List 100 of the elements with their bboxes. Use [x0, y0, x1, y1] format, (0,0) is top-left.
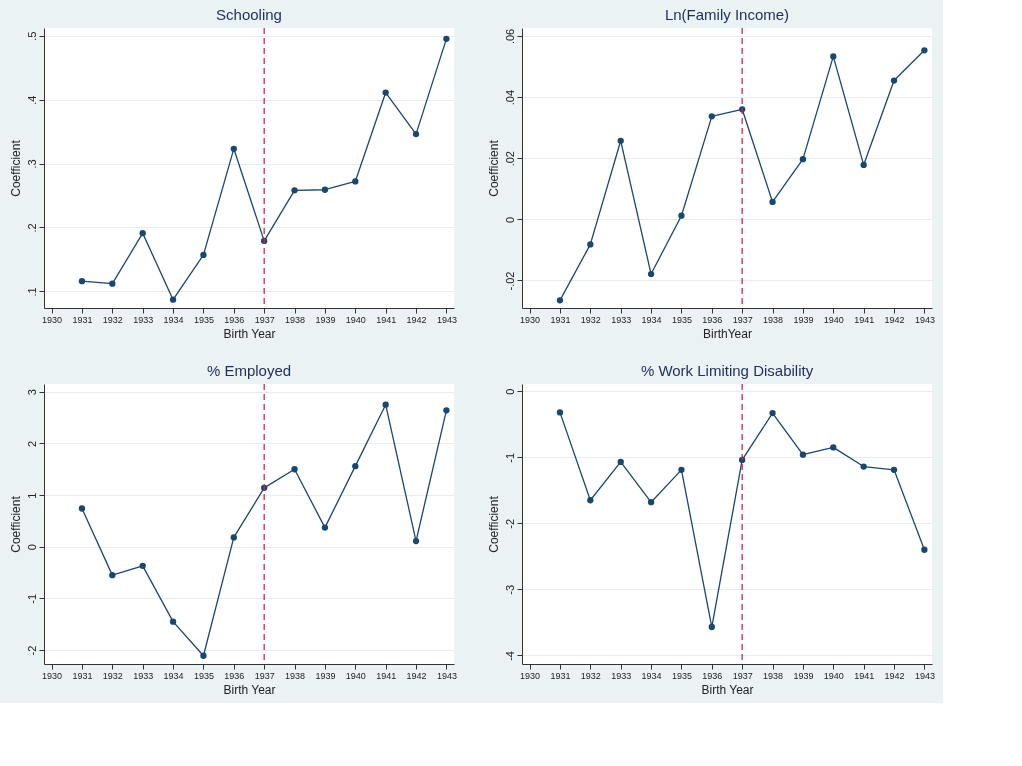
point	[200, 652, 207, 659]
point	[860, 463, 867, 470]
point	[443, 407, 450, 414]
point	[200, 251, 207, 259]
x-tick-label: 1939	[315, 670, 336, 681]
x-tick-label: 1931	[72, 670, 93, 681]
x-tick-label: 1934	[163, 314, 184, 325]
x-tick-label: 1940	[345, 670, 366, 681]
x-tick-label: 1938	[285, 314, 306, 325]
x-axis-title: Birth Year	[223, 326, 276, 341]
x-tick-label: 1938	[285, 670, 306, 681]
point	[587, 241, 594, 248]
x-tick-label: 1930	[42, 314, 63, 325]
point	[139, 230, 146, 237]
point	[890, 466, 898, 473]
point	[78, 277, 86, 285]
x-tick-label: 1940	[345, 314, 366, 325]
y-axis-title: Coefficient	[486, 495, 501, 553]
y-tick-label: 0	[25, 544, 38, 551]
point	[352, 462, 359, 470]
x-tick-label: 1931	[550, 314, 571, 325]
x-tick-label: 1935	[193, 314, 214, 325]
x-tick-label: 1933	[133, 314, 154, 325]
y-tick-label: .3	[25, 159, 38, 169]
x-tick-label: 1933	[133, 670, 154, 681]
point	[587, 497, 594, 504]
x-tick-label: 1942	[406, 314, 427, 325]
point	[382, 89, 389, 96]
y-axis-title: Coefficient	[8, 139, 23, 197]
x-tick-label: 1936	[224, 314, 245, 325]
x-tick-label: 1943	[436, 670, 457, 681]
y-tick-label: 3	[25, 389, 38, 396]
x-tick-label: 1935	[671, 314, 692, 325]
point	[109, 571, 116, 579]
x-tick-label: 1938	[763, 314, 784, 325]
point	[230, 145, 237, 152]
point	[860, 161, 867, 169]
x-tick-label: 1935	[193, 670, 214, 681]
y-tick-label: -1	[503, 452, 516, 463]
x-tick-label: 1942	[884, 314, 905, 325]
point	[139, 562, 146, 569]
y-tick-label: -1	[25, 594, 38, 604]
point	[109, 280, 116, 287]
y-tick-label: 1	[25, 492, 38, 499]
y-tick-label: 0	[503, 216, 516, 223]
x-axis-title: Birth Year	[223, 682, 276, 697]
point	[678, 466, 685, 473]
x-axis-title: BirthYear	[703, 326, 752, 341]
x-tick-label: 1942	[884, 670, 905, 681]
point	[647, 270, 655, 278]
point	[169, 618, 177, 625]
y-tick-label: -2	[25, 645, 38, 656]
y-tick-label: .2	[25, 223, 38, 233]
x-tick-label: 1941	[854, 670, 875, 681]
y-tick-label: .5	[25, 31, 38, 41]
x-tick-label: 1937	[254, 670, 275, 681]
x-tick-label: 1933	[611, 670, 632, 681]
point	[352, 178, 359, 185]
point	[921, 47, 928, 54]
x-tick-label: 1937	[732, 670, 753, 681]
x-tick-label: 1930	[520, 314, 541, 325]
y-tick-label: -2	[503, 518, 516, 529]
x-tick-label: 1935	[671, 670, 692, 681]
point	[708, 113, 715, 120]
x-tick-label: 1943	[436, 314, 457, 325]
point	[769, 409, 776, 417]
x-tick-label: 1932	[580, 670, 601, 681]
point	[78, 505, 86, 512]
point	[382, 401, 389, 408]
point	[291, 466, 298, 473]
point	[708, 623, 715, 631]
x-tick-label: 1936	[224, 670, 245, 681]
x-tick-label: 1937	[732, 314, 753, 325]
point	[830, 444, 837, 451]
point	[230, 534, 237, 541]
point	[769, 198, 776, 206]
chart-title: % Employed	[206, 362, 292, 380]
y-tick-label: .4	[25, 95, 38, 105]
x-tick-label: 1930	[42, 670, 63, 681]
x-tick-label: 1939	[315, 314, 336, 325]
y-tick-label: -4	[503, 651, 516, 661]
point	[412, 130, 420, 138]
y-tick-label: .06	[503, 28, 516, 45]
x-tick-label: 1940	[823, 314, 844, 325]
y-tick-label: .02	[503, 151, 516, 167]
x-tick-label: 1941	[376, 314, 397, 325]
point	[678, 212, 685, 219]
x-tick-label: 1941	[854, 314, 875, 325]
x-tick-label: 1934	[641, 670, 662, 681]
point	[291, 187, 298, 194]
x-tick-label: 1933	[611, 314, 632, 325]
point	[830, 53, 837, 60]
chart-title: Ln(Family Income)	[664, 6, 790, 24]
point	[647, 499, 655, 506]
x-tick-label: 1941	[376, 670, 397, 681]
x-tick-label: 1932	[580, 314, 601, 325]
chart-title: % Work Limiting Disability	[640, 362, 814, 380]
y-tick-label: 0	[503, 388, 516, 395]
y-axis-title: Coefficient	[486, 139, 501, 197]
x-tick-label: 1934	[641, 314, 662, 325]
